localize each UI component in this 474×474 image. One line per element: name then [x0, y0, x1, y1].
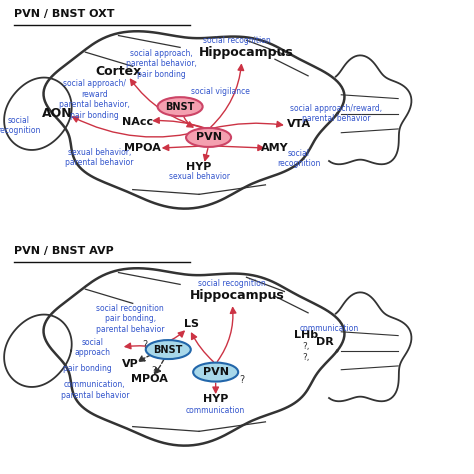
Ellipse shape — [186, 128, 231, 147]
Text: DR: DR — [316, 337, 334, 347]
Text: HYP: HYP — [186, 162, 212, 172]
Text: AON: AON — [42, 107, 72, 120]
Text: social recognition: social recognition — [199, 279, 266, 288]
Text: BNST: BNST — [154, 345, 183, 355]
Text: PVN: PVN — [203, 367, 228, 377]
Text: PVN: PVN — [196, 132, 221, 143]
Text: Hippocampus: Hippocampus — [190, 289, 284, 301]
Text: ?,
?,: ?, ?, — [302, 342, 310, 362]
Text: ?: ? — [239, 375, 244, 385]
Text: NAcc: NAcc — [122, 117, 153, 127]
Text: MPOA: MPOA — [131, 374, 168, 384]
Text: LS: LS — [184, 319, 200, 328]
Ellipse shape — [157, 97, 202, 116]
Text: social recognition
pair bonding,
parental behavior: social recognition pair bonding, parenta… — [96, 304, 164, 334]
Text: social
recognition: social recognition — [277, 149, 320, 168]
Text: social
recognition: social recognition — [0, 116, 41, 135]
Text: social vigilance: social vigilance — [191, 87, 250, 96]
Text: sexual behavior,
parental behavior: sexual behavior, parental behavior — [65, 148, 134, 167]
Text: PVN / BNST OXT: PVN / BNST OXT — [14, 9, 115, 19]
Text: pair bonding: pair bonding — [64, 364, 112, 373]
Text: PVN / BNST AVP: PVN / BNST AVP — [14, 246, 114, 256]
Text: social approach,
parental behavior,
pair bonding: social approach, parental behavior, pair… — [126, 49, 197, 79]
Text: Hippocampus: Hippocampus — [199, 46, 294, 59]
Text: social
approach: social approach — [74, 337, 110, 357]
Text: social approach/
reward
parental behavior,
pair bonding: social approach/ reward parental behavio… — [59, 80, 130, 119]
Text: MPOA: MPOA — [124, 143, 161, 153]
Text: Cortex: Cortex — [95, 64, 142, 78]
Text: LHb: LHb — [294, 330, 318, 340]
Ellipse shape — [146, 340, 191, 359]
Text: social recognition: social recognition — [203, 36, 271, 45]
Text: sexual behavior: sexual behavior — [169, 172, 229, 181]
Text: BNST: BNST — [165, 101, 195, 112]
Ellipse shape — [193, 363, 238, 382]
Text: AMY: AMY — [261, 143, 289, 153]
Text: HYP: HYP — [203, 394, 228, 404]
Text: social approach/reward,
parental behavior: social approach/reward, parental behavio… — [291, 104, 383, 123]
Text: VTA: VTA — [287, 119, 310, 129]
Text: communication: communication — [186, 406, 246, 414]
Text: VP: VP — [122, 359, 139, 369]
Text: ?: ? — [142, 340, 147, 350]
Text: communication,
parental behavior: communication, parental behavior — [61, 380, 129, 400]
Text: communication: communication — [300, 324, 359, 333]
Text: ?: ? — [152, 366, 156, 375]
